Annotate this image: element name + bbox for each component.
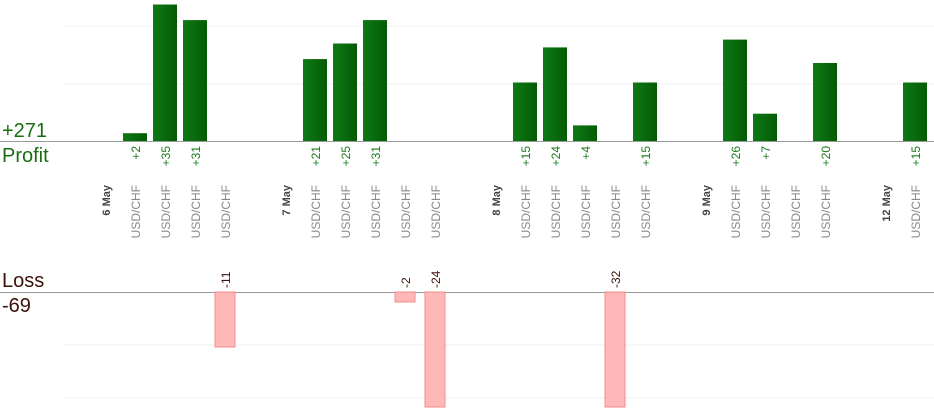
loss-total: -69 bbox=[2, 295, 31, 317]
profit-value-label: +7 bbox=[759, 146, 773, 160]
loss-bar bbox=[214, 291, 236, 348]
profit-bar bbox=[513, 82, 537, 141]
pair-label: USD/CHF bbox=[339, 185, 353, 238]
loss-value-label: -32 bbox=[609, 270, 623, 288]
loss-value-label: -24 bbox=[429, 270, 443, 288]
pair-label: USD/CHF bbox=[309, 185, 323, 238]
pair-label: USD/CHF bbox=[639, 185, 653, 238]
profit-value-label: +26 bbox=[729, 146, 743, 167]
pair-label: USD/CHF bbox=[519, 185, 533, 238]
loss-label: Loss bbox=[2, 270, 45, 292]
pair-label: USD/CHF bbox=[129, 185, 143, 238]
profit-bar bbox=[723, 39, 747, 141]
profit-value-label: +15 bbox=[639, 146, 653, 167]
profit-value-label: +20 bbox=[819, 146, 833, 167]
pair-label: USD/CHF bbox=[369, 185, 383, 238]
profit-value-label: +4 bbox=[579, 146, 593, 160]
profit-value-label: +24 bbox=[549, 146, 563, 167]
profit-bar bbox=[153, 4, 177, 141]
date-label: 9 May bbox=[701, 184, 713, 215]
profit-bar bbox=[573, 125, 597, 141]
loss-bar bbox=[394, 291, 416, 303]
profit-bar bbox=[363, 20, 387, 142]
profit-label: Profit bbox=[2, 145, 49, 167]
date-label: 6 May bbox=[101, 184, 113, 215]
pair-label: USD/CHF bbox=[579, 185, 593, 238]
profit-value-label: +31 bbox=[189, 146, 203, 167]
profit-bar bbox=[123, 133, 147, 141]
profit-value-label: +25 bbox=[339, 146, 353, 167]
pair-label: USD/CHF bbox=[189, 185, 203, 238]
pair-label: USD/CHF bbox=[429, 185, 443, 238]
date-label: 12 May bbox=[881, 184, 893, 222]
pair-label: USD/CHF bbox=[789, 185, 803, 238]
profit-bar bbox=[543, 47, 567, 141]
pair-label: USD/CHF bbox=[909, 185, 923, 238]
profit-bar bbox=[753, 113, 777, 141]
profit-value-label: +35 bbox=[159, 146, 173, 167]
date-label: 7 May bbox=[281, 184, 293, 215]
loss-value-label: -11 bbox=[219, 271, 233, 288]
pair-label: USD/CHF bbox=[819, 185, 833, 238]
profit-value-label: +21 bbox=[309, 146, 323, 167]
date-label: 8 May bbox=[491, 184, 503, 215]
pair-label: USD/CHF bbox=[729, 185, 743, 238]
pair-label: USD/CHF bbox=[609, 185, 623, 238]
profit-bar bbox=[183, 20, 207, 142]
profit-bar bbox=[303, 59, 327, 141]
pair-label: USD/CHF bbox=[159, 185, 173, 238]
loss-bar bbox=[424, 291, 446, 408]
profit-bar bbox=[633, 82, 657, 141]
profit-value-label: +15 bbox=[909, 146, 923, 167]
profit-bar bbox=[333, 43, 357, 141]
pair-label: USD/CHF bbox=[759, 185, 773, 238]
loss-value-label: -2 bbox=[399, 277, 413, 288]
profit-total: +271 bbox=[2, 120, 48, 142]
profit-value-label: +31 bbox=[369, 146, 383, 167]
pair-label: USD/CHF bbox=[549, 185, 563, 238]
profit-bar bbox=[813, 63, 837, 141]
pair-label: USD/CHF bbox=[399, 185, 413, 238]
profit-bar bbox=[903, 82, 927, 141]
pair-label: USD/CHF bbox=[219, 185, 233, 238]
loss-bar bbox=[604, 291, 626, 408]
profit-value-label: +2 bbox=[129, 146, 143, 160]
profit-value-label: +15 bbox=[519, 146, 533, 167]
